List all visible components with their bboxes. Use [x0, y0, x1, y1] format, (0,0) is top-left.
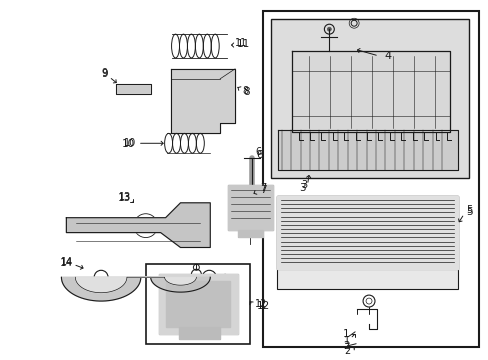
Text: 7: 7 — [259, 185, 266, 195]
Bar — [158, 274, 238, 334]
Bar — [178, 327, 220, 339]
Bar — [263, 11, 478, 347]
Text: 2: 2 — [343, 341, 349, 351]
Polygon shape — [170, 69, 235, 133]
Text: 1: 1 — [344, 336, 349, 346]
Text: 5: 5 — [466, 207, 472, 217]
Bar — [276, 269, 457, 289]
Text: 6: 6 — [255, 150, 262, 160]
Text: 1: 1 — [343, 329, 349, 339]
Text: 7: 7 — [259, 183, 265, 193]
Circle shape — [326, 27, 331, 31]
Text: 11: 11 — [237, 39, 250, 49]
Text: 9: 9 — [101, 68, 107, 78]
Text: 13: 13 — [118, 193, 131, 203]
Text: 4: 4 — [384, 51, 391, 61]
Bar — [170, 123, 220, 133]
Text: 12: 12 — [254, 299, 267, 309]
Polygon shape — [116, 84, 150, 94]
Circle shape — [198, 93, 206, 100]
Text: 3: 3 — [301, 180, 307, 190]
Text: 2: 2 — [344, 346, 350, 356]
Bar — [145, 264, 249, 344]
Polygon shape — [276, 196, 457, 269]
Bar — [238, 230, 263, 237]
Text: 8: 8 — [243, 87, 249, 97]
Text: 9: 9 — [101, 69, 107, 79]
Polygon shape — [75, 277, 196, 293]
Polygon shape — [165, 281, 230, 327]
Text: 13: 13 — [119, 192, 131, 202]
Polygon shape — [228, 185, 272, 230]
Text: 14: 14 — [61, 257, 74, 267]
Text: 5: 5 — [466, 205, 471, 215]
Text: 3: 3 — [299, 183, 305, 193]
Text: 14: 14 — [60, 258, 73, 268]
Polygon shape — [238, 230, 263, 237]
Text: 8: 8 — [242, 86, 247, 96]
Polygon shape — [66, 203, 210, 247]
Polygon shape — [158, 274, 238, 334]
Bar — [228, 185, 272, 230]
Polygon shape — [291, 51, 449, 132]
Polygon shape — [178, 327, 220, 339]
Polygon shape — [277, 130, 457, 170]
Polygon shape — [61, 277, 210, 301]
Text: 10: 10 — [123, 138, 136, 148]
Bar — [276, 196, 457, 269]
Bar — [165, 281, 230, 327]
Bar — [270, 19, 468, 178]
Text: 12: 12 — [256, 301, 269, 311]
Text: 10: 10 — [122, 139, 135, 149]
Text: 6: 6 — [254, 147, 261, 157]
Text: 11: 11 — [235, 38, 247, 48]
